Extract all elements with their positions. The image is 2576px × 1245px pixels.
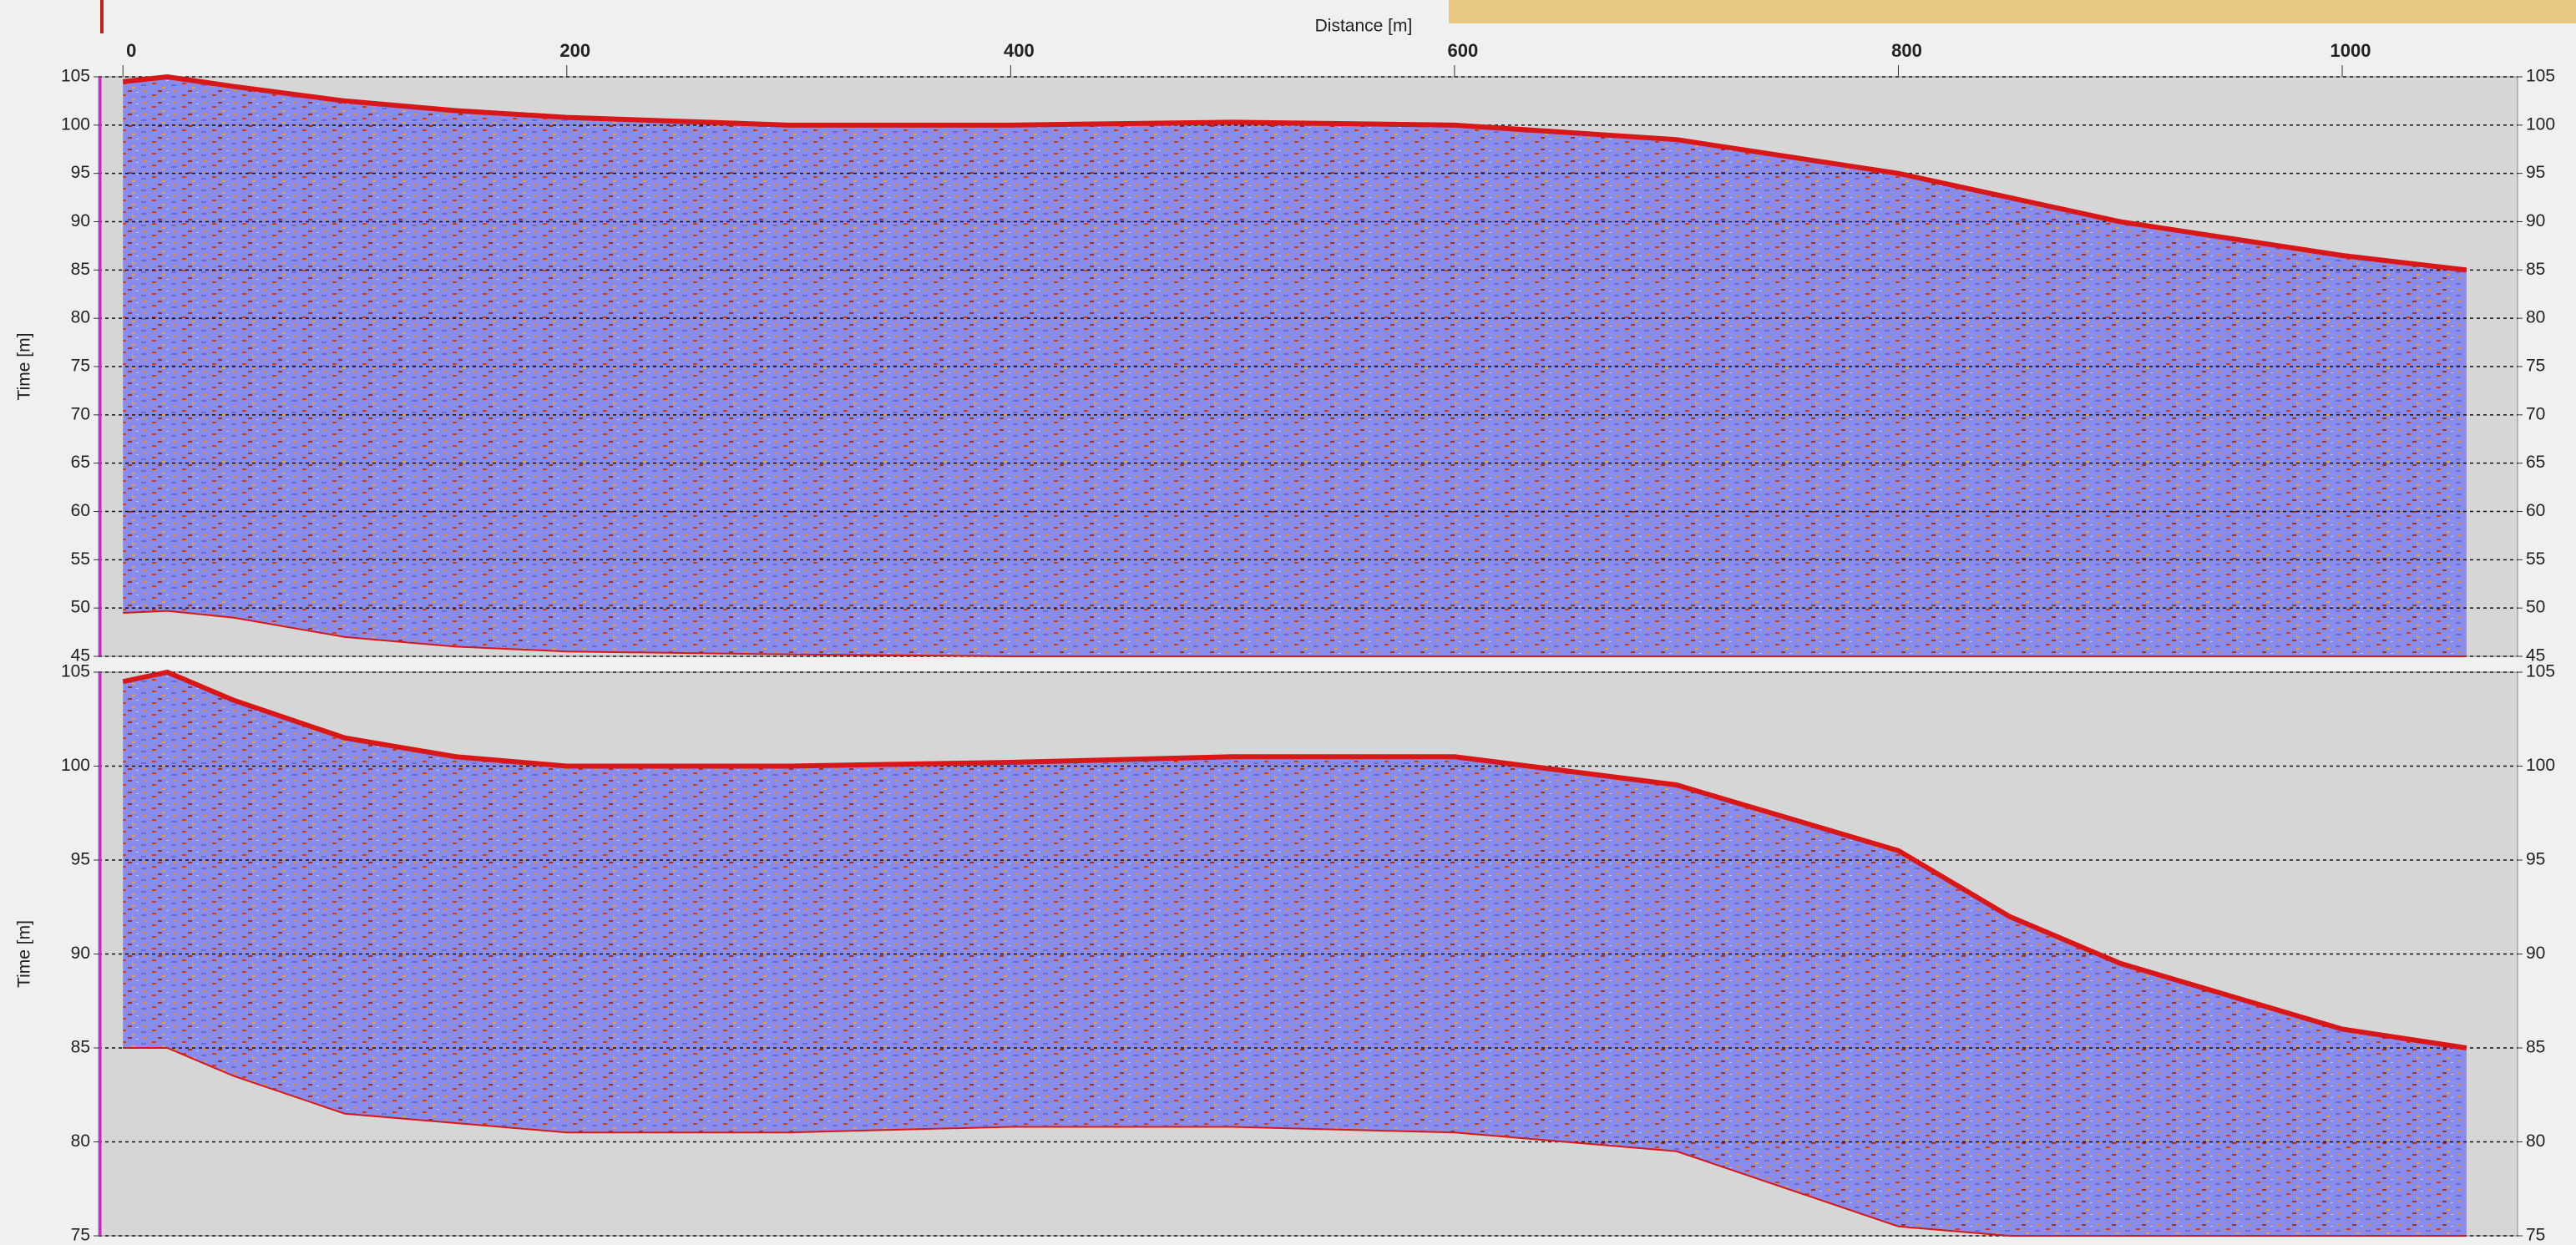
y-tick-label-right: 85	[2526, 1038, 2545, 1057]
y-tick-label-right: 80	[2526, 1131, 2545, 1151]
y-tick-label: 70	[71, 404, 90, 423]
y-tick-label: 90	[71, 211, 90, 230]
y-tick-label-right: 75	[2526, 357, 2545, 376]
y-tick-label: 75	[71, 1226, 90, 1245]
x-tick-label: 800	[1891, 40, 1922, 61]
x-tick-label: 200	[559, 40, 590, 61]
x-tick-label: 0	[126, 40, 136, 61]
x-tick-label: 400	[1004, 40, 1035, 61]
y-tick-label: 85	[71, 260, 90, 279]
y-tick-label-right: 60	[2526, 501, 2545, 520]
y-tick-label: 55	[71, 549, 90, 569]
y-tick-label-right: 55	[2526, 549, 2545, 569]
y-tick-label: 100	[61, 756, 90, 775]
y-tick-label-right: 95	[2526, 850, 2545, 869]
y-tick-label-right: 70	[2526, 404, 2545, 423]
y-tick-label: 65	[71, 453, 90, 472]
radargram-window: Distance [m] 454550505555606065657070757…	[0, 0, 2576, 1245]
y-tick-label-right: 100	[2526, 114, 2555, 134]
y-tick-label-right: 105	[2526, 67, 2555, 86]
y-tick-label-right: 90	[2526, 944, 2545, 963]
y-tick-label-right: 95	[2526, 163, 2545, 182]
y-tick-label: 95	[71, 163, 90, 182]
y-tick-label: 90	[71, 944, 90, 963]
y-tick-label-right: 65	[2526, 453, 2545, 472]
y-axis-label: Time [m]	[15, 920, 34, 988]
map-thumbnail	[1449, 0, 2576, 23]
y-tick-label: 80	[71, 1131, 90, 1151]
y-tick-label: 85	[71, 1038, 90, 1057]
y-axis-label: Time [m]	[15, 333, 34, 401]
y-tick-label-right: 105	[2526, 662, 2555, 681]
y-tick-label: 80	[71, 308, 90, 327]
y-tick-label-right: 85	[2526, 260, 2545, 279]
y-tick-label: 60	[71, 501, 90, 520]
y-tick-label-right: 75	[2526, 1226, 2545, 1245]
y-tick-label-right: 100	[2526, 756, 2555, 775]
y-tick-label-right: 50	[2526, 598, 2545, 617]
x-tick-label: 1000	[2331, 40, 2371, 61]
y-tick-label: 50	[71, 598, 90, 617]
y-tick-label: 105	[61, 67, 90, 86]
y-tick-label: 100	[61, 114, 90, 134]
x-tick-label: 600	[1448, 40, 1479, 61]
y-tick-label: 75	[71, 357, 90, 376]
y-tick-label: 105	[61, 662, 90, 681]
y-tick-label-right: 80	[2526, 308, 2545, 327]
x-axis-label: Distance [m]	[1315, 17, 1413, 36]
y-tick-label-right: 90	[2526, 211, 2545, 230]
y-tick-label: 95	[71, 850, 90, 869]
